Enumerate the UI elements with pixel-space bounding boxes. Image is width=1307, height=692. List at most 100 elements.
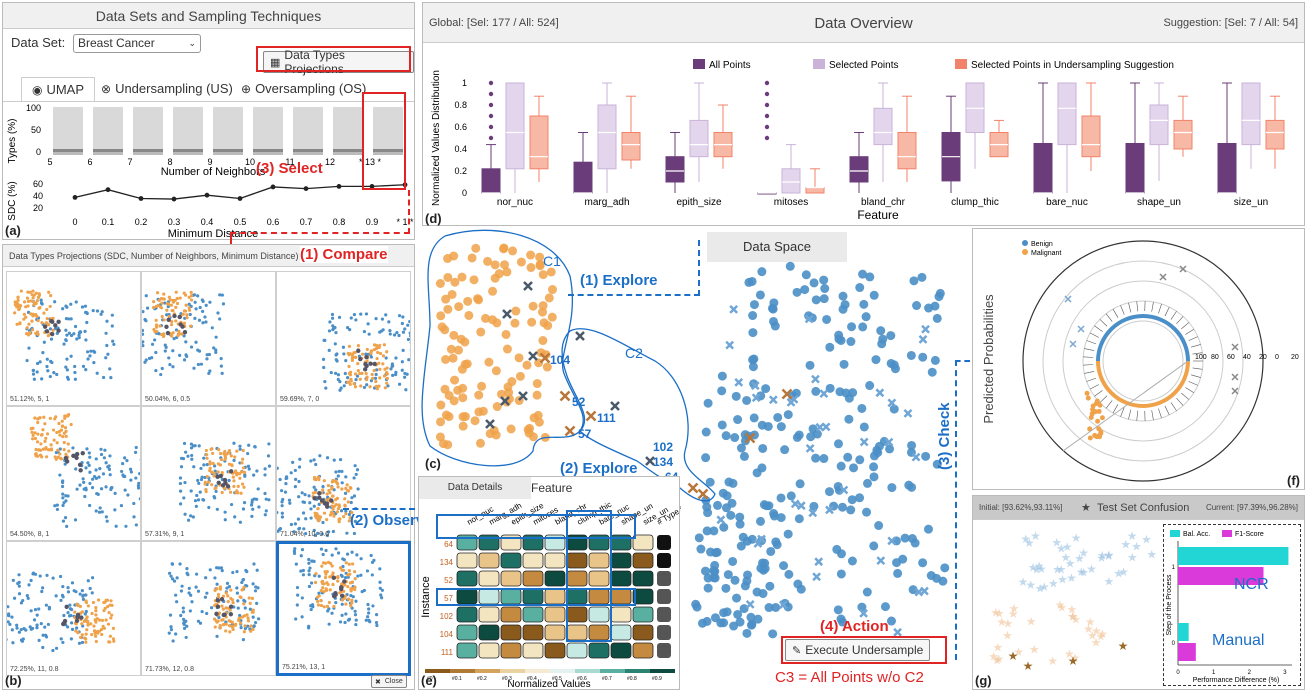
thumb-point — [160, 301, 164, 305]
thumb-point — [212, 471, 216, 475]
thumb-point — [178, 296, 182, 300]
projection-thumb-3[interactable]: 54.50%, 8, 1 — [6, 406, 141, 541]
thumb-point — [322, 605, 326, 609]
tab-oversampling[interactable]: ⊕ Oversampling (OS) — [241, 81, 366, 96]
thumb-point — [250, 500, 254, 504]
scatter-point-benign — [748, 311, 758, 321]
scatter-point-malignant — [435, 278, 445, 288]
data-types-projections-button[interactable]: ▦ Data Types Projections — [263, 48, 414, 76]
thumb-point — [55, 430, 59, 435]
scatter-point-malignant — [469, 275, 479, 285]
thumb-point — [339, 593, 345, 598]
radial-tick — [1128, 302, 1132, 313]
thumb-point — [81, 477, 85, 481]
thumb-point — [366, 602, 370, 607]
projection-thumb-4[interactable]: 57.31%, 9, 1 — [141, 406, 276, 541]
thumb-point — [134, 523, 138, 527]
thumb-point — [51, 428, 56, 432]
thumb-point — [335, 359, 339, 363]
thumb-point — [220, 293, 224, 297]
thumb-point — [241, 638, 245, 642]
confusion-star: ★ — [1068, 654, 1079, 668]
thumb-point — [215, 620, 219, 624]
distance-tick-9: 0.9 — [366, 217, 379, 227]
thumb-point — [350, 358, 355, 362]
close-button[interactable]: ✖ Close — [371, 675, 407, 688]
thumb-point — [164, 345, 168, 349]
box-category-2: epith_size — [676, 197, 721, 208]
thumb-point — [104, 331, 108, 335]
thumb-point — [18, 321, 22, 325]
scatter-point-malignant — [548, 285, 558, 295]
tab-undersampling[interactable]: ⊗ Undersampling (US) — [101, 81, 233, 96]
heatmap-cell — [632, 570, 654, 587]
thumb-point — [327, 329, 332, 333]
thumb-point — [337, 503, 341, 507]
thumb-point — [30, 626, 35, 631]
confusion-star: ★ — [1091, 635, 1102, 649]
thumb-point — [88, 455, 92, 459]
thumb-point — [375, 368, 379, 372]
thumb-point — [375, 387, 379, 391]
scatter-point-malignant — [444, 412, 454, 422]
thumb-point — [194, 504, 198, 508]
scatter-point-malignant — [529, 413, 539, 423]
box-rect — [1265, 119, 1285, 150]
thumb-point — [53, 417, 57, 421]
thumb-point — [44, 455, 49, 459]
thumb-point — [294, 562, 298, 566]
thumb-point — [321, 485, 325, 489]
projection-thumb-2[interactable]: 59.69%, 7, 0 — [276, 271, 411, 406]
thumb-point — [253, 445, 257, 449]
thumb-point — [104, 356, 108, 360]
thumb-point — [189, 442, 194, 446]
predicted-probabilities-label: Predicted Probabilities — [981, 294, 996, 424]
thumb-point — [231, 570, 235, 575]
scatter-point-benign — [811, 453, 821, 463]
scatter-point-benign — [732, 593, 742, 603]
thumb-point — [332, 458, 336, 462]
thumb-point — [325, 604, 330, 608]
scatter-point-malignant — [510, 318, 520, 328]
projection-thumb-8[interactable]: 75.21%, 13, 1 — [276, 541, 411, 676]
execute-undersample-button[interactable]: ✎ Execute Undersample — [785, 639, 931, 661]
thumb-point — [102, 608, 106, 613]
scatter-point-malignant — [446, 344, 456, 354]
thumb-point — [174, 328, 179, 332]
scatter-point-benign — [811, 386, 821, 396]
thumb-point — [44, 446, 48, 450]
scatter-point-malignant — [475, 438, 485, 448]
thumb-point — [70, 581, 75, 585]
projection-thumb-1[interactable]: 50.04%, 6, 0.5 — [141, 271, 276, 406]
thumb-point — [228, 608, 232, 612]
thumb-point — [193, 316, 197, 320]
thumb-point — [66, 625, 70, 629]
projection-thumb-5[interactable]: 71.04%, 10, 0.6 — [276, 406, 411, 541]
thumb-point — [284, 475, 289, 479]
thumb-point — [283, 490, 288, 494]
thumb-point — [221, 623, 226, 627]
thumb-point — [197, 444, 201, 448]
projection-thumb-6[interactable]: 72.25%, 11, 0.8 — [6, 541, 141, 676]
projection-thumb-0[interactable]: 51.12%, 5, 1 — [6, 271, 141, 406]
dataset-select[interactable]: Breast Cancer ⌄ — [73, 34, 201, 53]
thumb-point — [37, 292, 41, 296]
tab-umap[interactable]: ◉ UMAP — [21, 77, 95, 101]
thumb-point — [188, 312, 192, 317]
box-rect — [873, 107, 893, 146]
confusion-star: ★ — [990, 605, 1001, 619]
thumb-point — [197, 318, 202, 322]
thumb-point — [217, 566, 221, 570]
heatmap-row-6: 111 — [441, 648, 454, 657]
radial-tick — [1083, 356, 1094, 358]
thumb-point — [109, 599, 113, 603]
thumb-point — [314, 488, 318, 492]
thumb-point — [331, 571, 335, 575]
thumb-point — [36, 319, 40, 323]
thumb-point — [79, 635, 83, 639]
thumb-point — [74, 300, 78, 304]
distance-tick-6: 0.6 — [267, 217, 280, 227]
thumb-point — [314, 477, 318, 482]
projection-thumb-7[interactable]: 71.73%, 12, 0.8 — [141, 541, 276, 676]
thumb-point — [350, 510, 354, 515]
